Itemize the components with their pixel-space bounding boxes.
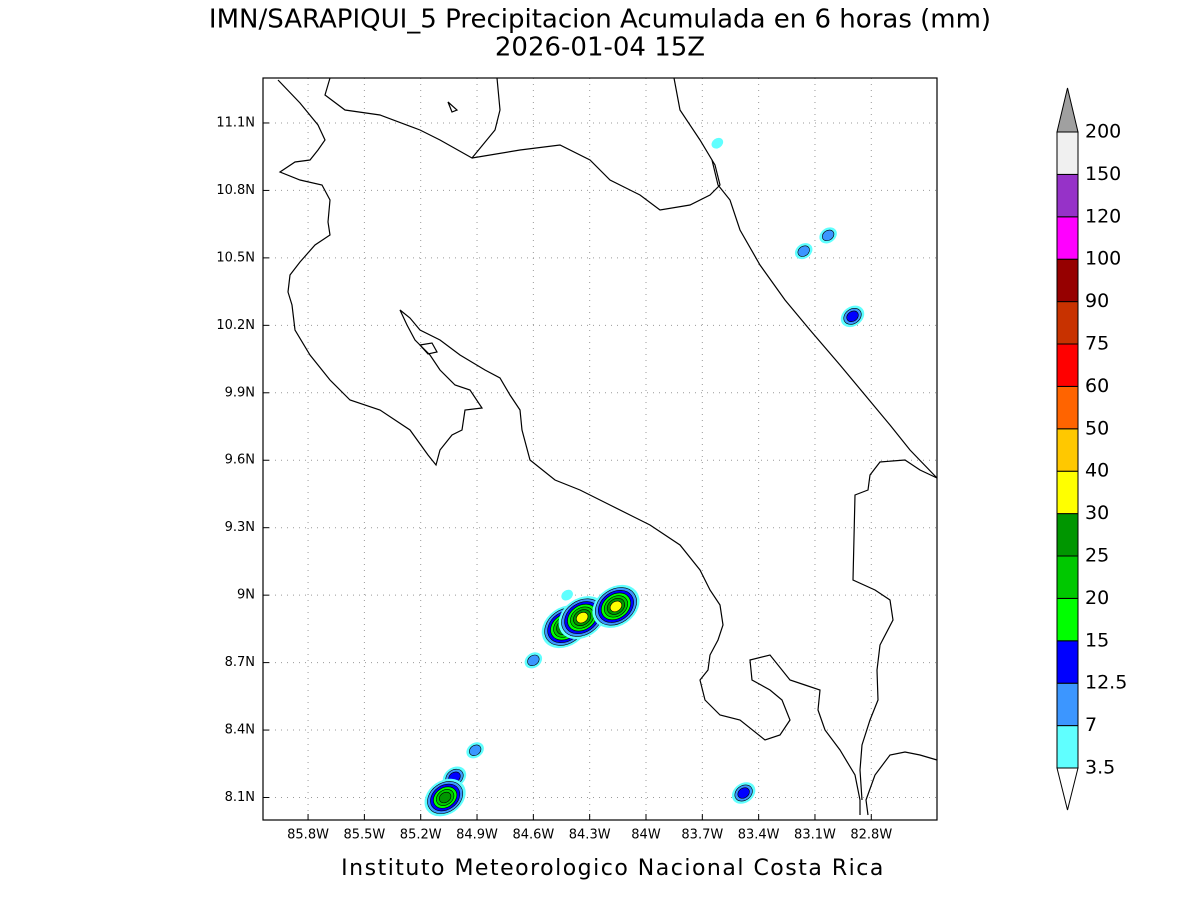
colorbar-swatch	[1056, 428, 1079, 472]
x-tick-label: 84.9W	[456, 828, 498, 843]
y-tick-label: 8.1N	[225, 790, 255, 805]
axes: 85.8W 85.5W 85.2W 84.9W 84.6W 84.3W 84W 83.7W 83…	[216, 115, 892, 842]
grid	[263, 78, 937, 820]
colorbar-label: 120	[1085, 205, 1121, 227]
colorbar-label: 40	[1085, 460, 1109, 482]
x-tick-label: 85.8W	[287, 828, 329, 843]
island	[418, 342, 438, 355]
y-tick-label: 8.4N	[225, 723, 255, 738]
colorbar-swatch	[1056, 301, 1079, 345]
y-tick-label: 9.9N	[225, 385, 255, 400]
precip-cell	[466, 742, 484, 759]
precip-cell	[840, 305, 865, 328]
colorbar-under	[1056, 767, 1079, 811]
colorbar-swatch	[1056, 597, 1079, 642]
colorbar-label: 75	[1085, 333, 1109, 355]
y-tick-label: 9.3N	[225, 520, 255, 535]
contour	[469, 744, 482, 756]
footer: Instituto Meteorologico Nacional Costa R…	[341, 856, 885, 881]
x-tick-label: 85.2W	[400, 828, 442, 843]
contour	[439, 791, 452, 804]
colorbar-swatch	[1056, 682, 1079, 727]
border	[852, 459, 938, 801]
title: IMN/SARAPIQUI_5 Precipitacion Acumulada …	[209, 5, 991, 35]
colorbar-swatch	[1056, 640, 1079, 684]
precip-cell	[424, 778, 466, 817]
colorbar-swatch	[1056, 173, 1079, 218]
colorbar-label: 150	[1085, 163, 1121, 185]
precip-cell	[731, 782, 756, 804]
lake-shore	[324, 77, 501, 159]
y-tick-label: 11.1N	[216, 115, 255, 130]
x-tick-label: 82.8W	[850, 828, 892, 843]
colorbar-label: 3.5	[1085, 757, 1115, 779]
coastline	[673, 77, 938, 479]
x-tick-label: 83.7W	[681, 828, 723, 843]
colorbar: 3.5 7 12.5 15 20 25 30 40 50 60 75 90 100 120 150 200	[1056, 87, 1127, 811]
x-tick-label: 84.3W	[569, 828, 611, 843]
colorbar-label: 20	[1085, 587, 1109, 609]
colorbar-label: 100	[1085, 248, 1121, 270]
colorbar-swatch	[1056, 470, 1079, 515]
x-tick-label: 83.4W	[738, 828, 780, 843]
colorbar-label: 200	[1085, 121, 1121, 143]
colorbar-swatch	[1056, 343, 1079, 387]
colorbar-swatch	[1056, 216, 1079, 260]
colorbar-swatch	[1056, 513, 1079, 557]
coastline	[277, 79, 861, 815]
contour	[797, 245, 810, 257]
colorbar-label: 25	[1085, 545, 1109, 567]
y-tick-label: 10.8N	[216, 183, 255, 198]
colorbar-label: 90	[1085, 290, 1109, 312]
contour	[576, 611, 589, 624]
precip-cell	[561, 589, 573, 601]
contour	[846, 310, 859, 323]
colorbar-swatch	[1056, 555, 1079, 599]
y-tick-label: 9N	[237, 588, 255, 603]
contour	[737, 787, 750, 799]
y-tick-label: 9.6N	[225, 453, 255, 468]
map-frame	[262, 77, 938, 821]
contour	[561, 589, 573, 601]
y-tick-label: 10.5N	[216, 250, 255, 265]
precip-cells	[424, 137, 865, 817]
colorbar-swatch	[1056, 385, 1079, 430]
precip-cell	[794, 243, 813, 260]
colorbar-swatch	[1056, 131, 1079, 175]
x-tick-label: 83.1W	[794, 828, 836, 843]
colorbar-label: 60	[1085, 375, 1109, 397]
precip-cell	[711, 137, 724, 149]
y-tick-label: 8.7N	[225, 655, 255, 670]
x-tick-label: 84W	[631, 828, 661, 843]
contour	[822, 229, 835, 242]
precip-cell	[524, 652, 543, 669]
colorbar-label: 15	[1085, 629, 1109, 651]
contour	[711, 137, 724, 149]
precip-cell	[819, 227, 837, 244]
colorbar-label: 30	[1085, 502, 1109, 524]
colorbar-label: 50	[1085, 417, 1109, 439]
colorbar-over	[1056, 87, 1079, 133]
x-tick-label: 85.5W	[343, 828, 385, 843]
coastlines	[277, 77, 938, 816]
y-tick-label: 10.2N	[216, 318, 255, 333]
contour	[527, 654, 540, 667]
colorbar-swatch	[1056, 258, 1079, 303]
colorbar-label: 12.5	[1085, 672, 1127, 694]
x-tick-label: 84.6W	[512, 828, 554, 843]
coastline	[865, 751, 938, 816]
colorbar-label: 7	[1085, 714, 1097, 736]
border	[471, 144, 721, 211]
island	[447, 101, 459, 113]
precip-cell	[592, 584, 640, 628]
contour	[609, 600, 623, 613]
subtitle: 2026-01-04 15Z	[495, 33, 705, 63]
colorbar-swatch	[1056, 725, 1079, 769]
